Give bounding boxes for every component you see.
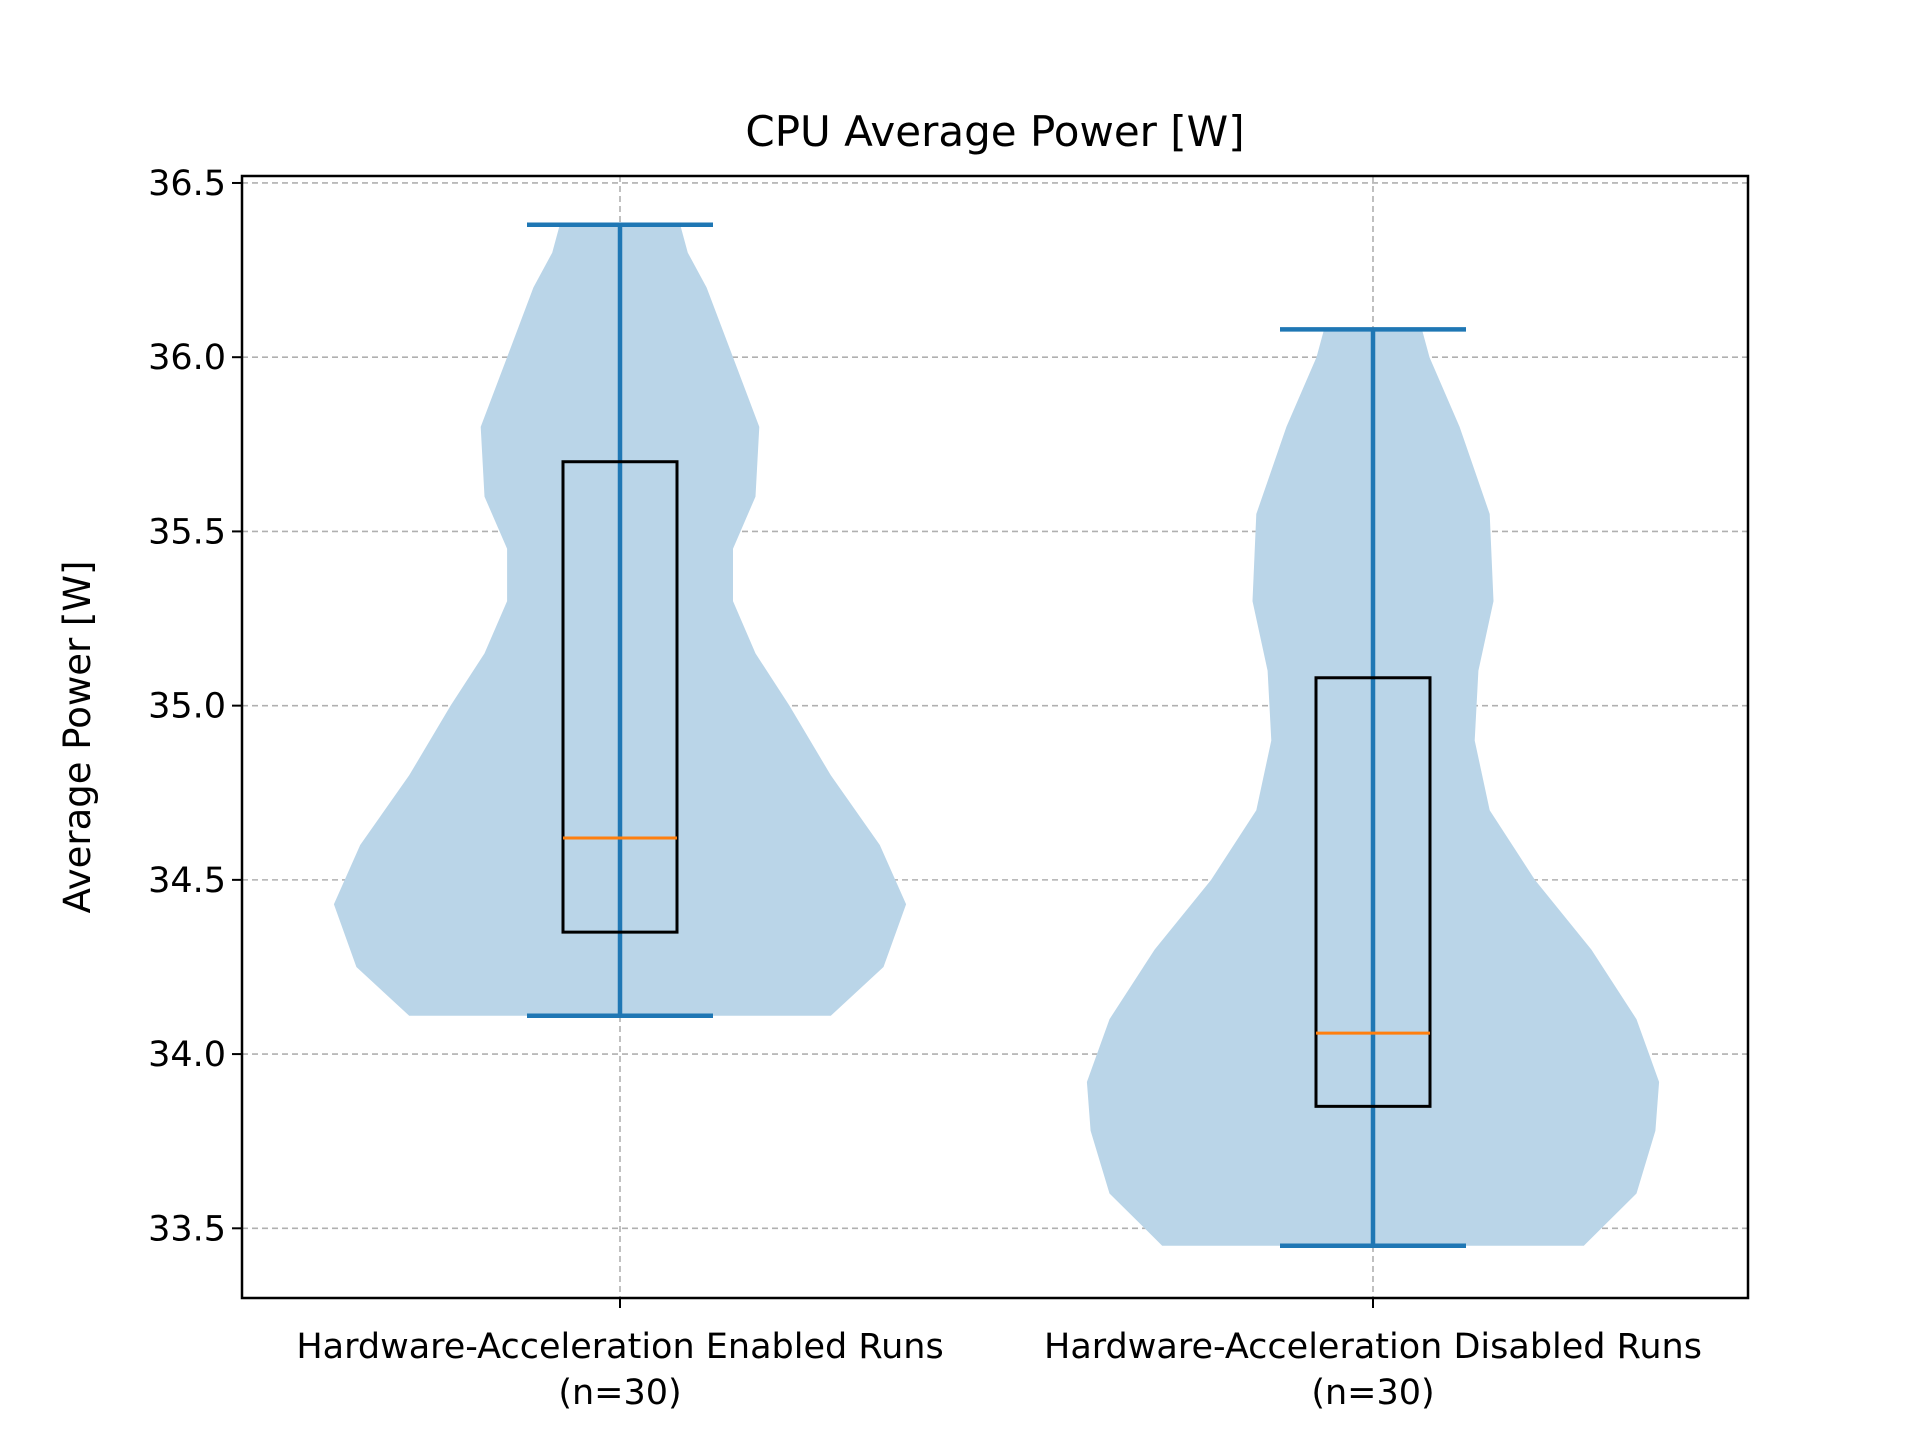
- y-tick-label: 36.5: [148, 164, 226, 204]
- y-axis-label: Average Power [W]: [56, 561, 99, 914]
- y-tick-label: 36.0: [148, 338, 226, 378]
- y-tick-label: 33.5: [148, 1209, 226, 1249]
- chart-title: CPU Average Power [W]: [745, 107, 1244, 156]
- plot-frame: [240, 174, 1750, 1300]
- y-tick-label: 34.5: [148, 861, 226, 901]
- y-tick-label: 34.0: [148, 1035, 226, 1075]
- box-iqr: [561, 460, 679, 934]
- y-tick-label: 35.5: [148, 512, 226, 552]
- x-tick-label: Hardware-Acceleration Enabled Runs (n=30): [296, 1327, 943, 1413]
- y-tick-label: 35.0: [148, 687, 226, 727]
- x-tick-label: Hardware-Acceleration Disabled Runs (n=30…: [1044, 1327, 1702, 1413]
- box-iqr: [1314, 676, 1432, 1108]
